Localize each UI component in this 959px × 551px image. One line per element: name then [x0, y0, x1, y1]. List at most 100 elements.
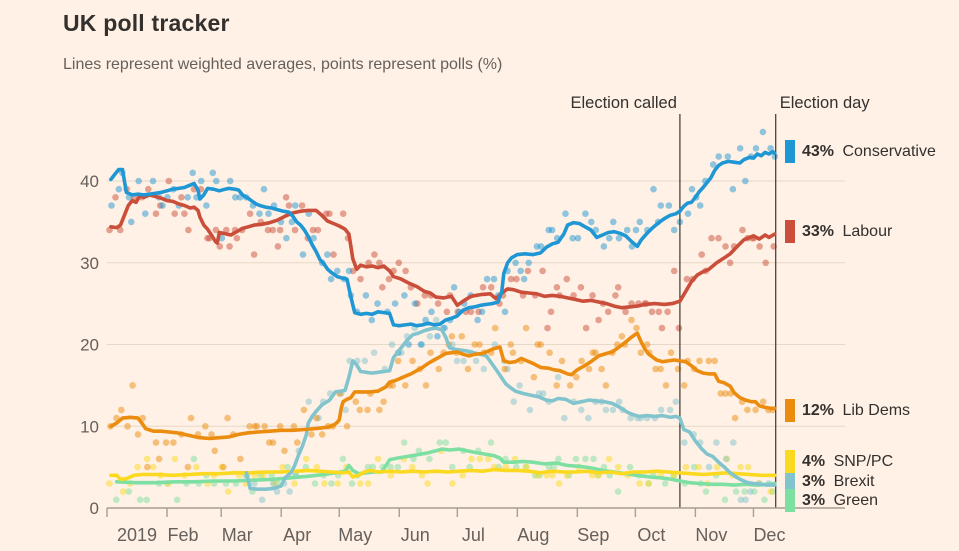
poll-dot-lib-dems	[343, 423, 351, 430]
poll-dot-brexit	[388, 341, 396, 348]
x-axis-label-dec: Dec	[753, 525, 785, 545]
legend-item-conservative: 43% Conservative	[785, 140, 936, 163]
poll-dot-snp-pc	[424, 480, 431, 487]
poll-dot-green	[400, 439, 408, 446]
poll-dot-labour	[467, 308, 475, 316]
poll-dot-conservative	[283, 234, 290, 242]
poll-dot-labour	[395, 259, 403, 267]
poll-dot-lib-dems	[471, 341, 479, 348]
poll-dot-conservative	[665, 202, 673, 209]
poll-dot-brexit	[730, 439, 737, 446]
poll-dot-brexit	[453, 357, 461, 365]
poll-dot-snp-pc	[555, 480, 563, 487]
poll-dot-conservative	[759, 128, 767, 136]
poll-dot-green	[732, 488, 740, 495]
poll-dot-brexit	[609, 406, 617, 414]
poll-dot-labour	[285, 202, 293, 209]
poll-dot-lib-dems	[237, 455, 244, 463]
poll-dot-brexit	[742, 496, 749, 504]
poll-dot-conservative	[189, 169, 196, 177]
series-line-labour	[109, 193, 777, 310]
poll-dot-conservative	[292, 202, 299, 209]
poll-dot-lib-dems	[464, 365, 472, 373]
poll-dot-snp-pc	[605, 455, 613, 463]
poll-dot-labour	[264, 226, 272, 234]
poll-dot-snp-pc	[313, 463, 321, 471]
poll-dot-labour	[339, 210, 347, 217]
poll-dot-conservative	[478, 308, 486, 316]
poll-dot-lib-dems	[507, 341, 515, 348]
poll-dot-brexit	[480, 365, 488, 373]
poll-dot-labour	[547, 308, 555, 316]
poll-dot-lib-dems	[394, 357, 402, 365]
poll-dot-snp-pc	[224, 488, 232, 495]
poll-dot-lib-dems	[717, 390, 725, 397]
poll-dot-labour	[675, 324, 683, 332]
legend-label: 3% Green	[802, 491, 879, 509]
poll-dot-green	[661, 480, 669, 487]
poll-dot-labour	[563, 275, 571, 283]
poll-dot-lib-dems	[458, 333, 466, 340]
poll-dot-lib-dems	[276, 423, 284, 430]
poll-dot-conservative	[209, 169, 217, 177]
legend-item-snp-pc: 4% SNP/PC	[785, 450, 893, 473]
poll-dot-brexit	[722, 455, 730, 463]
poll-dot-conservative	[615, 234, 623, 242]
poll-dot-labour	[513, 275, 520, 283]
poll-dot-conservative	[324, 251, 331, 258]
poll-dot-brexit	[539, 390, 547, 397]
poll-dot-conservative	[411, 300, 419, 307]
poll-dot-lib-dems	[637, 349, 645, 357]
poll-dot-lib-dems	[364, 406, 371, 414]
poll-dot-brexit	[737, 496, 745, 504]
poll-dot-lib-dems	[409, 357, 416, 365]
poll-dot-green	[387, 463, 394, 471]
poll-dot-lib-dems	[356, 406, 364, 414]
poll-dot-snp-pc	[334, 480, 342, 487]
poll-dot-snp-pc	[279, 463, 286, 471]
legend-label: 33% Labour	[802, 222, 893, 240]
legend-swatch	[785, 470, 795, 493]
poll-dot-conservative	[724, 153, 732, 160]
poll-dot-conservative	[650, 185, 657, 193]
poll-dot-conservative	[736, 145, 744, 152]
poll-dot-labour	[655, 308, 663, 316]
legend-swatch	[785, 140, 795, 163]
poll-dot-snp-pc	[321, 480, 328, 487]
poll-dot-lib-dems	[705, 357, 713, 365]
poll-dot-brexit	[370, 349, 378, 357]
poll-dot-conservative	[149, 177, 157, 185]
legend-item-green: 3% Green	[785, 489, 878, 512]
poll-dot-conservative	[197, 177, 205, 185]
poll-dot-brexit	[657, 406, 665, 414]
poll-dot-conservative	[688, 185, 696, 193]
poll-dot-snp-pc	[409, 463, 416, 471]
poll-dot-labour	[112, 194, 119, 201]
poll-dot-lib-dems	[667, 349, 675, 357]
poll-dot-conservative	[632, 226, 640, 234]
poll-dot-snp-pc	[459, 472, 467, 479]
poll-dot-brexit	[258, 496, 266, 504]
poll-dot-labour	[233, 234, 241, 242]
poll-dot-labour	[226, 243, 233, 250]
poll-dot-lib-dems	[598, 365, 605, 373]
poll-dot-labour	[683, 275, 691, 283]
poll-dot-labour	[670, 267, 678, 275]
poll-dot-lib-dems	[144, 463, 151, 471]
poll-dot-lib-dems	[208, 431, 215, 438]
poll-dot-labour	[216, 243, 224, 250]
poll-dot-conservative	[362, 292, 370, 299]
poll-dot-lib-dems	[696, 357, 703, 365]
poll-dot-labour	[648, 308, 656, 316]
x-axis-label-apr: Apr	[283, 525, 311, 545]
poll-dot-lib-dems	[602, 382, 610, 389]
legend-item-brexit: 3% Brexit	[785, 470, 874, 493]
poll-dot-lib-dems	[318, 431, 326, 438]
poll-dot-lib-dems	[155, 455, 163, 463]
poll-dot-snp-pc	[767, 488, 774, 495]
poll-dot-conservative	[108, 202, 115, 209]
poll-dot-conservative	[684, 210, 692, 217]
poll-dot-labour	[326, 210, 333, 217]
series-line-brexit	[244, 326, 777, 491]
